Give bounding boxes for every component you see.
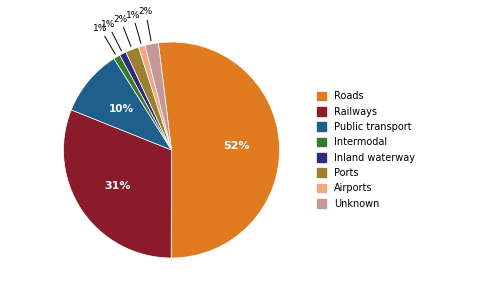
Wedge shape bbox=[145, 43, 172, 150]
Wedge shape bbox=[120, 52, 172, 150]
Text: 1%: 1% bbox=[125, 11, 140, 20]
Wedge shape bbox=[64, 110, 172, 258]
Wedge shape bbox=[126, 47, 172, 150]
Wedge shape bbox=[71, 58, 172, 150]
Text: 31%: 31% bbox=[104, 181, 131, 191]
Text: 52%: 52% bbox=[223, 141, 249, 151]
Text: 1%: 1% bbox=[93, 24, 108, 33]
Wedge shape bbox=[158, 42, 279, 258]
Legend: Roads, Railways, Public transport, Intermodal, Inland waterway, Ports, Airports,: Roads, Railways, Public transport, Inter… bbox=[317, 91, 415, 209]
Text: 1%: 1% bbox=[101, 20, 115, 29]
Text: 10%: 10% bbox=[109, 103, 134, 113]
Wedge shape bbox=[114, 55, 172, 150]
Wedge shape bbox=[139, 45, 172, 150]
Text: 2%: 2% bbox=[113, 15, 127, 24]
Text: 2%: 2% bbox=[139, 8, 153, 16]
